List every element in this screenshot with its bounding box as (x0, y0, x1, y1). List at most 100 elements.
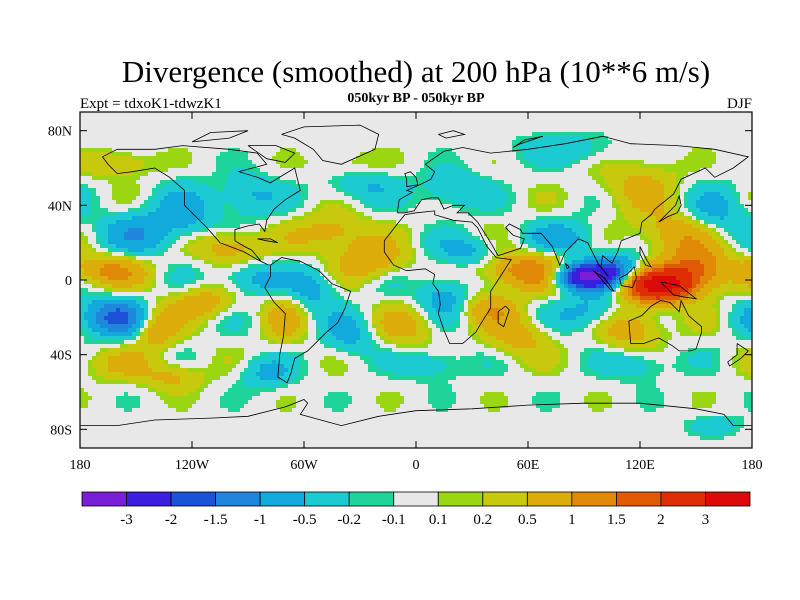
field-cell (484, 328, 528, 332)
field-cell (468, 316, 476, 320)
field-cell (736, 252, 744, 256)
field-cell (180, 376, 204, 380)
field-cell (428, 336, 432, 340)
field-cell (524, 280, 540, 284)
field-cell (636, 388, 660, 392)
field-cell (268, 336, 300, 340)
field-cell (132, 336, 136, 340)
field-cell (420, 300, 432, 304)
field-cell (244, 372, 256, 376)
field-cell (80, 256, 128, 260)
field-cell (676, 204, 680, 208)
field-cell (228, 388, 276, 392)
field-cell (424, 180, 492, 184)
field-cell (632, 272, 636, 276)
field-cell (512, 284, 548, 288)
field-cell (584, 200, 600, 204)
field-cell (476, 292, 480, 296)
field-cell (488, 408, 500, 412)
field-cell (612, 200, 616, 204)
field-cell (412, 196, 444, 200)
field-cell (168, 148, 188, 152)
field-cell (588, 236, 592, 240)
field-cell (692, 236, 712, 240)
field-cell (180, 380, 204, 384)
field-cell (504, 340, 536, 344)
field-cell (612, 204, 620, 208)
field-cell (128, 276, 144, 280)
field-cell (184, 336, 192, 340)
field-cell (544, 276, 548, 280)
field-cell (604, 284, 612, 288)
field-cell (236, 272, 256, 276)
field-cell (372, 148, 400, 152)
field-cell (528, 160, 572, 164)
field-cell (92, 204, 100, 208)
coastline-path (396, 135, 750, 277)
field-cell (532, 168, 564, 172)
field-cell (332, 292, 340, 296)
colorbar-label: 0.5 (518, 512, 537, 528)
colorbar-label: 2 (657, 512, 665, 528)
field-cell (564, 256, 568, 260)
field-cell (140, 204, 148, 208)
field-cell (564, 164, 572, 168)
field-cell (480, 292, 552, 296)
field-cell (564, 276, 568, 280)
field-cell (620, 268, 624, 272)
field-cell (700, 436, 724, 440)
field-cell (252, 360, 272, 364)
field-cell (180, 248, 188, 252)
field-cell (568, 280, 572, 284)
field-cell (84, 340, 124, 344)
field-cell (632, 288, 636, 292)
field-cell (356, 340, 372, 344)
field-cell (304, 216, 360, 220)
field-cell (456, 296, 464, 300)
field-cell (684, 220, 696, 224)
field-cell (572, 268, 576, 272)
field-cell (300, 292, 320, 296)
field-cell (624, 188, 664, 192)
field-cell (128, 320, 136, 324)
field-cell (128, 316, 136, 320)
field-cell (716, 308, 720, 312)
field-cell (168, 304, 216, 308)
field-cell (632, 264, 636, 268)
field-cell (528, 188, 564, 192)
colorbar-label: -1 (254, 512, 267, 528)
field-cell (516, 308, 524, 312)
field-cell (120, 344, 128, 348)
field-cell (580, 264, 596, 268)
field-cell (624, 296, 632, 300)
field-cell (612, 220, 628, 224)
field-cell (484, 264, 488, 268)
field-cell (96, 312, 108, 316)
field-cell (324, 268, 328, 272)
field-cell (88, 304, 104, 308)
field-cell (108, 180, 136, 184)
field-cell (80, 300, 92, 304)
field-cell (168, 392, 188, 396)
field-cell (80, 240, 84, 244)
field-cell (344, 176, 392, 180)
field-cell (628, 268, 632, 272)
field-cell (108, 276, 128, 280)
field-cell (680, 284, 692, 288)
field-cell (716, 300, 720, 304)
field-cell (696, 416, 712, 420)
field-cell (128, 312, 136, 316)
field-cell (140, 264, 152, 268)
field-cell (372, 204, 404, 208)
field-cell (428, 396, 456, 400)
field-cell (636, 400, 664, 404)
field-cell (456, 164, 468, 168)
field-cell (628, 280, 632, 284)
field-cell (424, 244, 440, 248)
field-cell (408, 232, 412, 236)
field-cell (572, 272, 580, 276)
field-cell (584, 204, 600, 208)
field-cell (696, 212, 708, 216)
field-cell (412, 296, 416, 300)
